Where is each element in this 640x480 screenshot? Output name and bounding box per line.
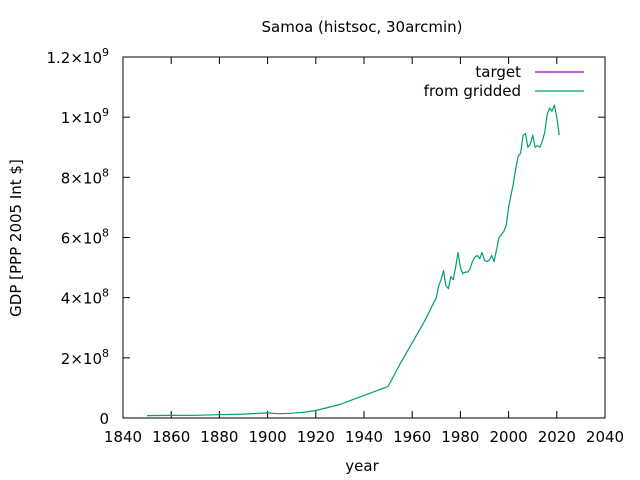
x-tick-label: 1880 [200,428,238,446]
series-line-2 [147,104,560,417]
chart-title: Samoa (histsoc, 30arcmin) [262,18,463,36]
legend-label: target [475,63,521,81]
y-tick-label: 6×108 [61,227,109,248]
y-tick-label: 4×108 [61,287,109,308]
x-tick-label: 1840 [104,428,142,446]
x-tick-label: 1960 [393,428,431,446]
x-tick-label: 1980 [441,428,479,446]
plot-area: 1840 1860 1880 1900 1920 1940 1960 1980 2000 2020… [46,46,624,446]
y-tick-label: 1.2×109 [46,46,109,67]
y-tick-label: 2×108 [61,347,109,368]
x-tick-label: 2020 [538,428,576,446]
legend-label: from gridded [424,82,521,100]
x-axis-label: year [345,457,379,475]
y-tick-label: 8×108 [61,166,109,187]
plot-border [122,56,606,419]
y-tick-label: 1×109 [61,106,109,127]
x-tick-label: 1940 [345,428,383,446]
y-tick-label: 0 [99,410,109,428]
x-tick-label: 2000 [490,428,528,446]
x-tick-label: 1920 [297,428,335,446]
x-tick-label: 1900 [249,428,287,446]
y-axis-label: GDP [PPP 2005 Int $] [7,159,25,317]
x-tick-label: 2040 [586,428,624,446]
x-tick-label: 1860 [152,428,190,446]
